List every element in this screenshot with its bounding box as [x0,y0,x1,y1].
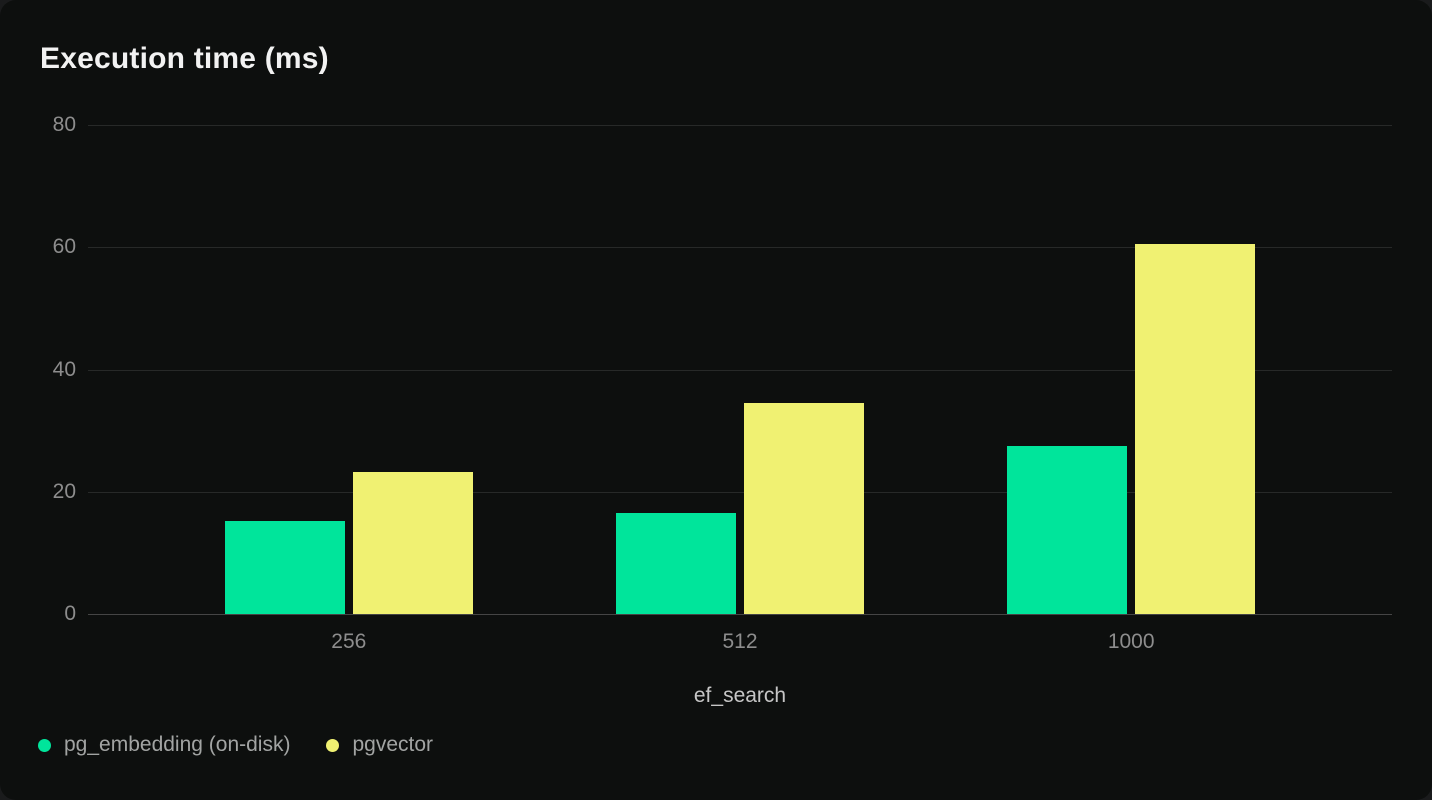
legend-swatch-icon [326,738,340,752]
y-tick-label: 40 [52,357,76,381]
x-tick-label: 256 [331,630,367,653]
plot-area: 0 20 40 60 80 [53,113,1392,625]
bar-group-256 [224,472,473,614]
bar-pg-embedding-on-disk-256[interactable] [224,521,345,614]
legend: pg_embedding (on-disk) pgvector [38,733,433,757]
x-axis-line [88,614,1392,615]
chart-title: Execution time (ms) [40,42,329,75]
x-tick-label: 512 [722,630,758,653]
legend-label: pg_embedding (on-disk) [64,733,291,756]
bar-group-1000 [1007,244,1256,614]
bar-group-512 [616,403,864,614]
bar-pgvector-1000[interactable] [1135,244,1256,614]
bar-pg-embedding-on-disk-512[interactable] [616,513,736,614]
gridline [88,491,1392,493]
legend-swatch-icon [38,738,51,752]
gridline [88,247,1392,249]
y-tick-label: 0 [64,602,76,625]
y-tick-label: 20 [52,479,76,503]
y-tick-label: 80 [52,113,76,136]
bar-pgvector-256[interactable] [352,472,473,614]
y-tick-label: 60 [52,235,76,259]
legend-label: pgvector [352,733,434,756]
x-tick-label: 1000 [1107,630,1155,653]
x-axis-title: ef_search [693,684,787,707]
bar-pg-embedding-on-disk-1000[interactable] [1007,445,1128,614]
gridline [88,125,1392,126]
bar-pgvector-512[interactable] [744,403,864,614]
gridline [88,369,1392,371]
legend-item-pgvector[interactable]: pgvector [326,733,433,757]
legend-item-pg-embedding-on-disk[interactable]: pg_embedding (on-disk) [38,733,290,757]
